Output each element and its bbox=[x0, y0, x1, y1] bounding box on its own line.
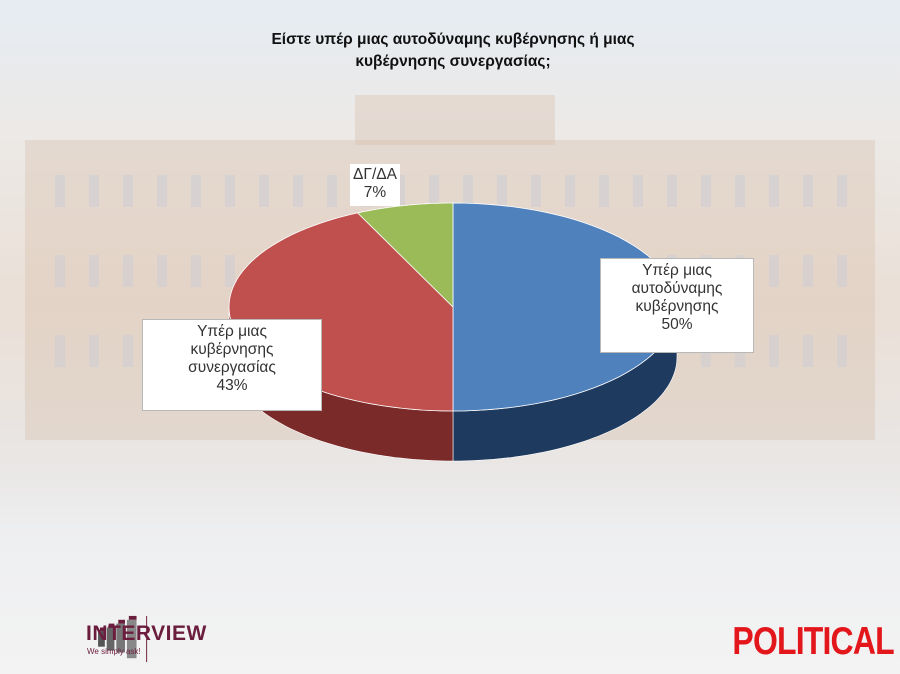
window-decoration bbox=[837, 335, 847, 367]
window-decoration bbox=[89, 175, 99, 207]
window-decoration bbox=[191, 255, 201, 287]
label-value: 50% bbox=[661, 316, 693, 333]
window-decoration bbox=[633, 175, 643, 207]
label-slice-1: Υπέρ μιας κυβέρνησης συνεργασίας 43% bbox=[142, 319, 322, 411]
window-decoration bbox=[123, 335, 133, 367]
window-decoration bbox=[497, 175, 507, 207]
title-line-2: κυβέρνησης συνεργασίας; bbox=[355, 53, 551, 70]
window-decoration bbox=[225, 255, 235, 287]
window-decoration bbox=[803, 255, 813, 287]
window-decoration bbox=[123, 175, 133, 207]
label-text: Υπέρ μιας bbox=[197, 323, 267, 340]
window-decoration bbox=[395, 175, 405, 207]
label-text: Υπέρ μιας bbox=[642, 262, 712, 279]
label-text: ΔΓ/ΔΑ bbox=[353, 166, 397, 183]
window-decoration bbox=[565, 175, 575, 207]
window-decoration bbox=[157, 255, 167, 287]
window-decoration bbox=[769, 255, 779, 287]
window-decoration bbox=[769, 335, 779, 367]
title-line-1: Είστε υπέρ μιας αυτοδύναμης κυβέρνησης ή… bbox=[271, 31, 635, 48]
window-decoration bbox=[837, 255, 847, 287]
label-text: κυβέρνησης bbox=[635, 298, 719, 315]
label-text: συνεργασίας bbox=[188, 359, 276, 376]
window-decoration bbox=[157, 175, 167, 207]
window-decoration bbox=[123, 255, 133, 287]
interview-logo-icon bbox=[98, 615, 148, 663]
window-decoration bbox=[803, 175, 813, 207]
window-decoration bbox=[55, 175, 65, 207]
label-slice-0: Υπέρ μιας αυτοδύναμης κυβέρνησης 50% bbox=[600, 258, 754, 353]
interview-logo-name: INTERVIEW bbox=[86, 622, 207, 645]
window-decoration bbox=[55, 255, 65, 287]
window-decoration bbox=[293, 175, 303, 207]
window-decoration bbox=[463, 175, 473, 207]
window-decoration bbox=[55, 335, 65, 367]
pie-slice-2 bbox=[356, 202, 454, 308]
political-logo: POLITICAL bbox=[732, 620, 895, 663]
window-decoration bbox=[531, 175, 541, 207]
label-text: κυβέρνησης bbox=[190, 341, 274, 358]
label-value: 43% bbox=[216, 377, 248, 394]
chart-title: Είστε υπέρ μιας αυτοδύναμης κυβέρνησης ή… bbox=[0, 29, 900, 73]
label-slice-2: ΔΓ/ΔΑ 7% bbox=[350, 164, 400, 206]
window-decoration bbox=[225, 175, 235, 207]
window-decoration bbox=[701, 175, 711, 207]
window-decoration bbox=[259, 175, 269, 207]
window-decoration bbox=[429, 175, 439, 207]
window-decoration bbox=[735, 175, 745, 207]
window-decoration bbox=[89, 255, 99, 287]
interview-logo-tagline: We simply ask! bbox=[87, 647, 141, 656]
window-decoration bbox=[327, 175, 337, 207]
label-value: 7% bbox=[363, 184, 387, 201]
window-decoration bbox=[837, 175, 847, 207]
window-decoration bbox=[667, 175, 677, 207]
window-decoration bbox=[599, 175, 609, 207]
label-text: αυτοδύναμης bbox=[631, 280, 723, 297]
window-decoration bbox=[89, 335, 99, 367]
window-decoration bbox=[191, 175, 201, 207]
background-pediment bbox=[355, 95, 555, 145]
window-decoration bbox=[769, 175, 779, 207]
window-decoration bbox=[803, 335, 813, 367]
